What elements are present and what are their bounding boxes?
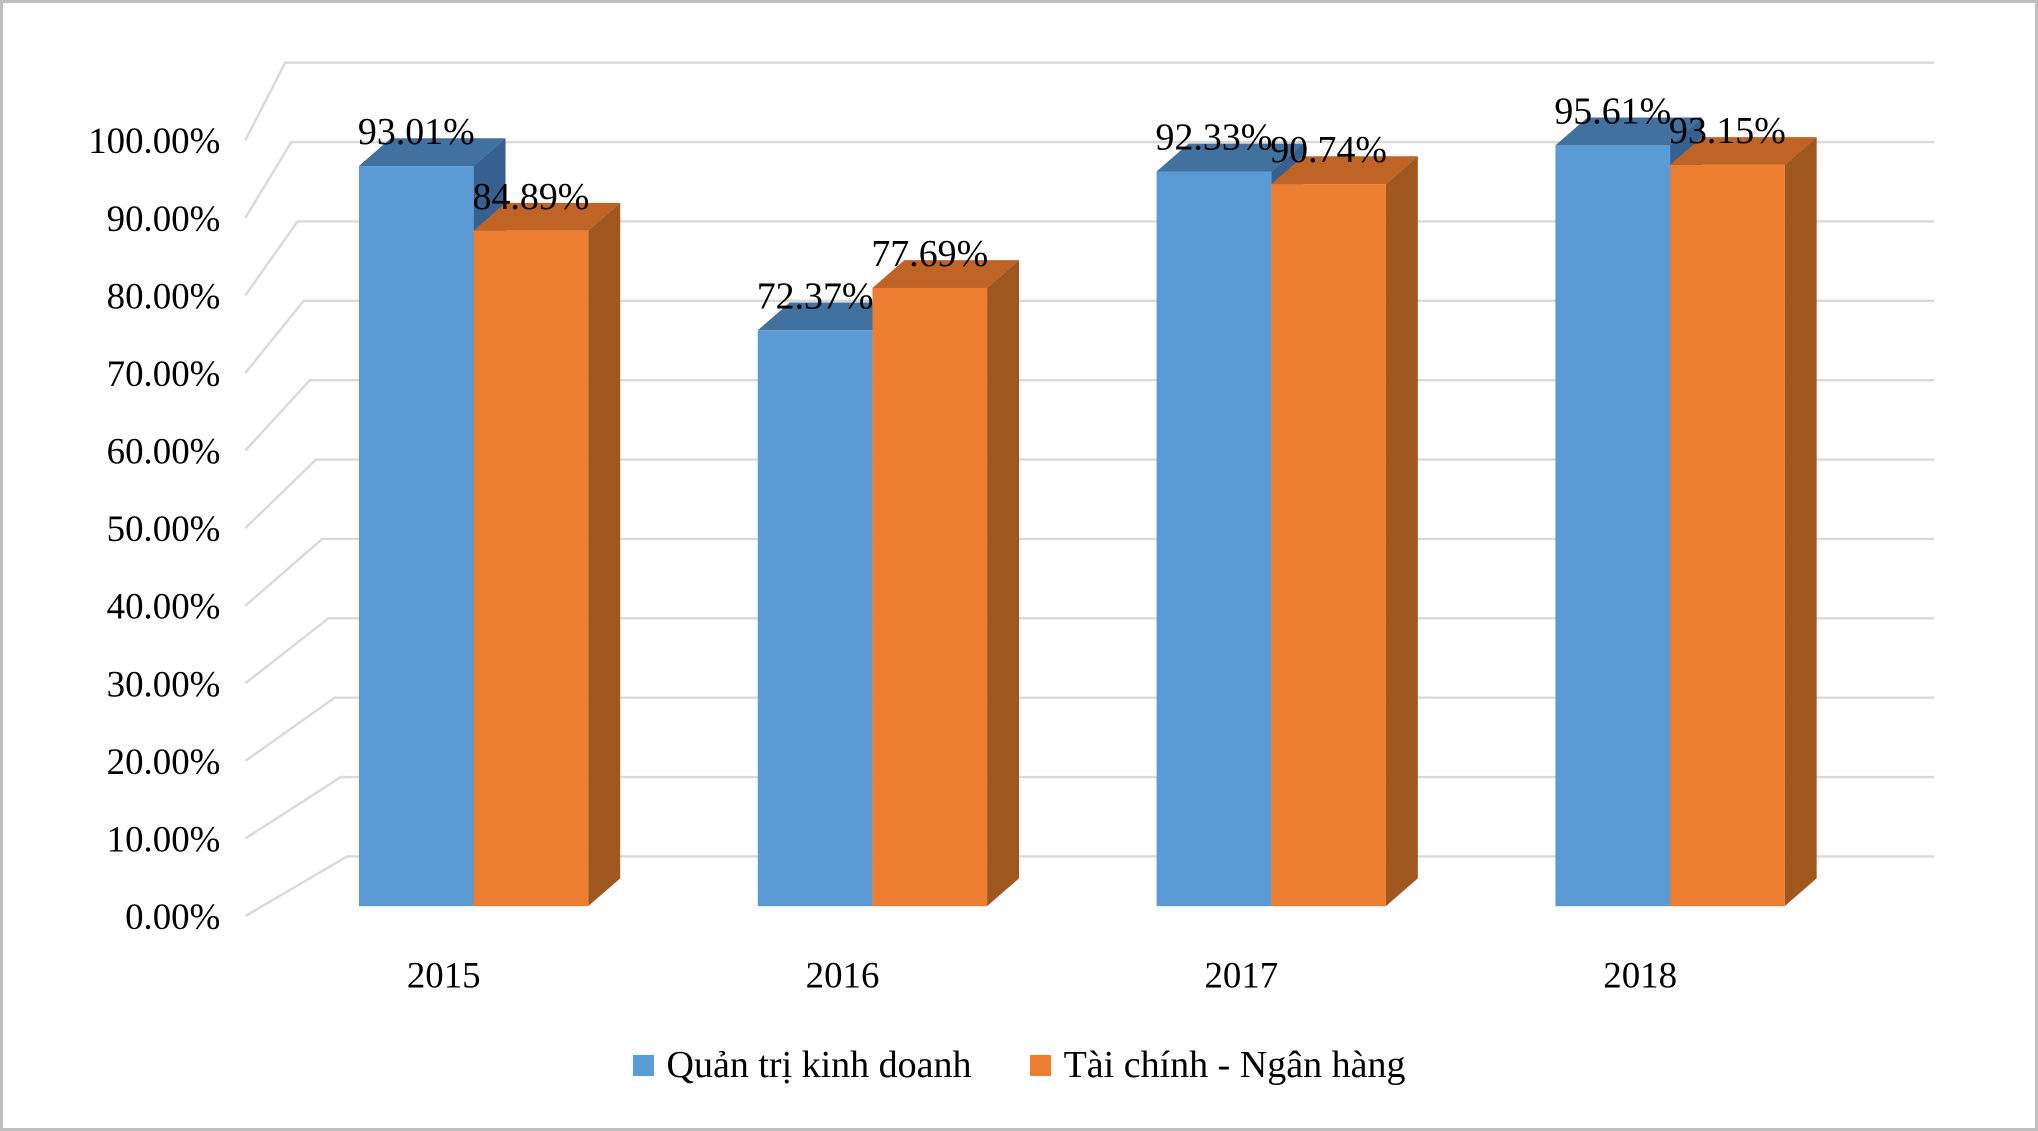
y-axis-tick-label: 90.00%	[107, 198, 221, 239]
data-label: 90.74%	[1270, 129, 1387, 171]
data-label: 84.89%	[473, 176, 590, 218]
bar-2018-series-2	[1670, 137, 1817, 907]
y-axis-tick-label: 80.00%	[107, 275, 221, 316]
x-axis-label: 2018	[1603, 955, 1677, 996]
data-label: 92.33%	[1156, 117, 1273, 159]
x-axis-label: 2016	[806, 955, 880, 996]
y-axis-tick-label: 0.00%	[125, 896, 220, 937]
bar-front-face	[1670, 164, 1785, 907]
bar-top-face	[1555, 117, 1702, 146]
bar-top-face	[1670, 137, 1817, 165]
data-label: 93.01%	[358, 111, 475, 153]
bar-2015-series-2	[473, 202, 621, 907]
x-axis-label: 2017	[1204, 955, 1278, 996]
bar-front-face	[757, 330, 873, 907]
y-axis-tick-label: 100.00%	[88, 120, 220, 161]
bar-top-face	[473, 202, 621, 231]
legend: Quản trị kinh doanh Tài chính - Ngân hàng	[3, 1043, 2035, 1087]
bar-side-face	[1784, 137, 1817, 907]
data-label: 77.69%	[871, 233, 988, 275]
bar-front-face	[1271, 184, 1386, 907]
y-axis-tick-label: 40.00%	[107, 586, 221, 627]
y-axis-tick-label: 20.00%	[107, 741, 221, 782]
y-axis-tick-label: 10.00%	[107, 819, 221, 860]
gridline	[244, 61, 1935, 141]
data-label: 95.61%	[1554, 91, 1671, 133]
bar-top-face	[1156, 143, 1304, 172]
3d-bar-chart: 0.00% 10.00% 20.00% 30.00% 40.00% 50.00% 60.00…	[88, 61, 1935, 996]
bar-front-face	[473, 230, 589, 907]
legend-item-series-2: Tài chính - Ngân hàng	[1029, 1043, 1406, 1087]
bar-top-face	[757, 302, 905, 331]
bar-2016-series-2	[872, 260, 1019, 907]
bar-top-face	[358, 138, 506, 167]
bar-front-face	[872, 287, 988, 907]
legend-label: Quản trị kinh doanh	[666, 1044, 972, 1086]
bar-side-face	[1385, 156, 1418, 907]
bar-side-face	[987, 260, 1019, 907]
bar-2017-series-2	[1271, 156, 1418, 907]
legend-label: Tài chính - Ngân hàng	[1063, 1044, 1406, 1086]
bar-side-face	[588, 202, 621, 907]
data-label: 72.37%	[757, 275, 874, 317]
bar-front-face	[358, 166, 474, 907]
bar-front-face	[1555, 145, 1671, 907]
legend-swatch-icon	[1029, 1054, 1051, 1076]
y-axis-tick-label: 30.00%	[107, 663, 221, 704]
x-axis-label: 2015	[407, 955, 481, 996]
legend-swatch-icon	[632, 1054, 654, 1076]
y-axis-tick-label: 50.00%	[107, 508, 221, 549]
data-label: 93.15%	[1669, 110, 1786, 152]
gridline	[244, 140, 1935, 219]
y-axis-tick-label: 70.00%	[107, 353, 221, 394]
legend-item-series-1: Quản trị kinh doanh	[632, 1043, 972, 1087]
bar-top-face	[1271, 156, 1418, 185]
bar-front-face	[1156, 171, 1272, 907]
bar-top-face	[872, 260, 1019, 288]
y-axis-tick-label: 60.00%	[107, 431, 221, 472]
